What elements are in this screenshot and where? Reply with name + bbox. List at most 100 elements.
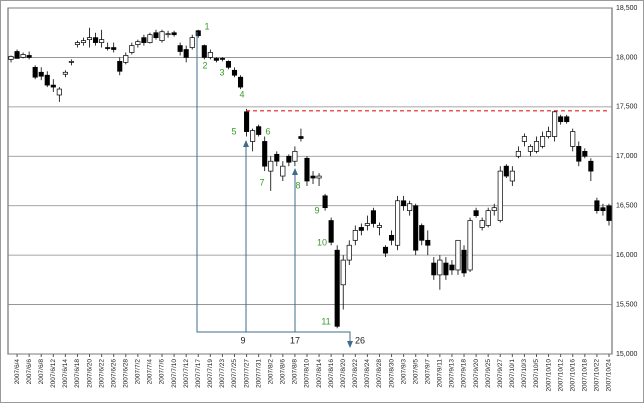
candle-body (280, 165, 286, 177)
candle-body (183, 49, 189, 58)
x-tick-label: 2007/9/25 (485, 359, 492, 388)
candle-body (286, 155, 292, 163)
candle-body (527, 146, 534, 152)
candle-body (225, 61, 232, 68)
candle-body (352, 230, 358, 241)
candle-body (443, 262, 449, 276)
x-tick-label: 2007/10/3 (521, 359, 528, 388)
x-tick-label: 2007/7/17 (195, 359, 202, 388)
candle-body (50, 84, 56, 88)
candle-body (262, 141, 268, 167)
candle-body (509, 170, 515, 182)
x-tick-label: 2007/7/31 (255, 359, 262, 388)
candle-body (74, 42, 81, 45)
candle-body (322, 195, 328, 209)
x-tick-label: 2007/10/12 (557, 359, 564, 392)
candle-body (600, 207, 606, 212)
candle-body (570, 131, 576, 147)
x-tick-label: 2007/8/16 (328, 359, 335, 388)
candle-body (123, 55, 129, 63)
candle-body (111, 47, 117, 50)
x-tick-label: 2007/8/10 (304, 359, 311, 388)
candle-body (431, 262, 437, 276)
x-tick-label: 2007/8/28 (376, 359, 383, 388)
candle-body (594, 200, 600, 212)
candle-body (467, 220, 473, 271)
candle-body (364, 223, 370, 226)
candle-body (340, 259, 346, 286)
candle-body (207, 52, 213, 58)
candle-body (99, 39, 105, 43)
candle-body (461, 249, 467, 274)
y-tick-label: 15,500 (616, 301, 638, 308)
candle-body (189, 37, 195, 48)
x-tick-label: 2007/7/19 (207, 359, 214, 388)
x-tick-label: 2007/6/26 (110, 359, 117, 388)
x-tick-label: 2007/6/20 (86, 359, 93, 388)
candle-body (56, 88, 62, 96)
candle-body (491, 207, 497, 212)
candle-body (86, 37, 93, 40)
candle-body (62, 71, 68, 75)
candle-body (219, 58, 225, 60)
candle-body (201, 45, 207, 58)
x-tick-label: 2007/8/14 (316, 359, 323, 388)
candle-body (521, 136, 527, 142)
x-tick-label: 2007/6/8 (38, 359, 45, 385)
candle-body (485, 210, 491, 226)
x-tick-label: 2007/9/7 (424, 359, 431, 385)
x-tick-label: 2007/6/28 (122, 359, 129, 388)
y-tick-label: 18,500 (616, 5, 638, 12)
candle-body (479, 220, 485, 228)
candle-body (213, 58, 219, 61)
candle-body (552, 111, 558, 137)
candle-body (80, 40, 87, 43)
candle-body (437, 259, 443, 276)
y-tick-label: 16,000 (616, 252, 638, 259)
candle-body (401, 200, 407, 207)
candle-body (250, 130, 256, 142)
candle-body (38, 71, 44, 77)
annotation: 9 (314, 205, 319, 215)
candle-body (20, 54, 26, 58)
x-tick-label: 2007/10/10 (545, 359, 552, 392)
candle-body (68, 61, 74, 63)
candle-body (93, 37, 99, 43)
candle-body (388, 235, 395, 241)
x-tick-label: 2007/6/4 (14, 359, 21, 385)
x-tick-label: 2007/8/2 (267, 359, 274, 385)
count-label: 9 (240, 335, 245, 345)
x-tick-label: 2007/6/6 (26, 359, 33, 385)
candle-body (328, 220, 334, 243)
x-tick-label: 2007/6/18 (74, 359, 81, 388)
x-tick-label: 2007/7/10 (171, 359, 178, 388)
candle-body (576, 146, 582, 162)
candle-body (606, 205, 612, 221)
candle-body (14, 51, 20, 59)
candle-body (237, 76, 244, 88)
candle-body (159, 31, 165, 41)
arrow-head (292, 168, 298, 175)
candle-body (382, 246, 389, 254)
arrow-heads (243, 140, 353, 348)
candle-body (177, 45, 183, 52)
candle-body (316, 175, 322, 179)
candle-body (32, 66, 38, 78)
candle-body (533, 141, 540, 152)
x-tick-label: 2007/7/25 (231, 359, 238, 388)
x-tick-label: 2007/6/12 (50, 359, 57, 388)
candle-body (244, 111, 250, 132)
candle-body (503, 165, 509, 177)
candle-body (292, 150, 298, 162)
candle-body (334, 249, 340, 327)
candle-body (546, 131, 552, 137)
candle-body (147, 34, 153, 43)
candle-body (141, 37, 147, 43)
candle-body (256, 126, 262, 135)
candle-body (564, 116, 570, 123)
annotation: 7 (259, 177, 264, 187)
candle-body (26, 55, 32, 58)
candle-body (304, 157, 310, 182)
candle-body (497, 170, 503, 221)
annotation: 6 (265, 126, 270, 136)
